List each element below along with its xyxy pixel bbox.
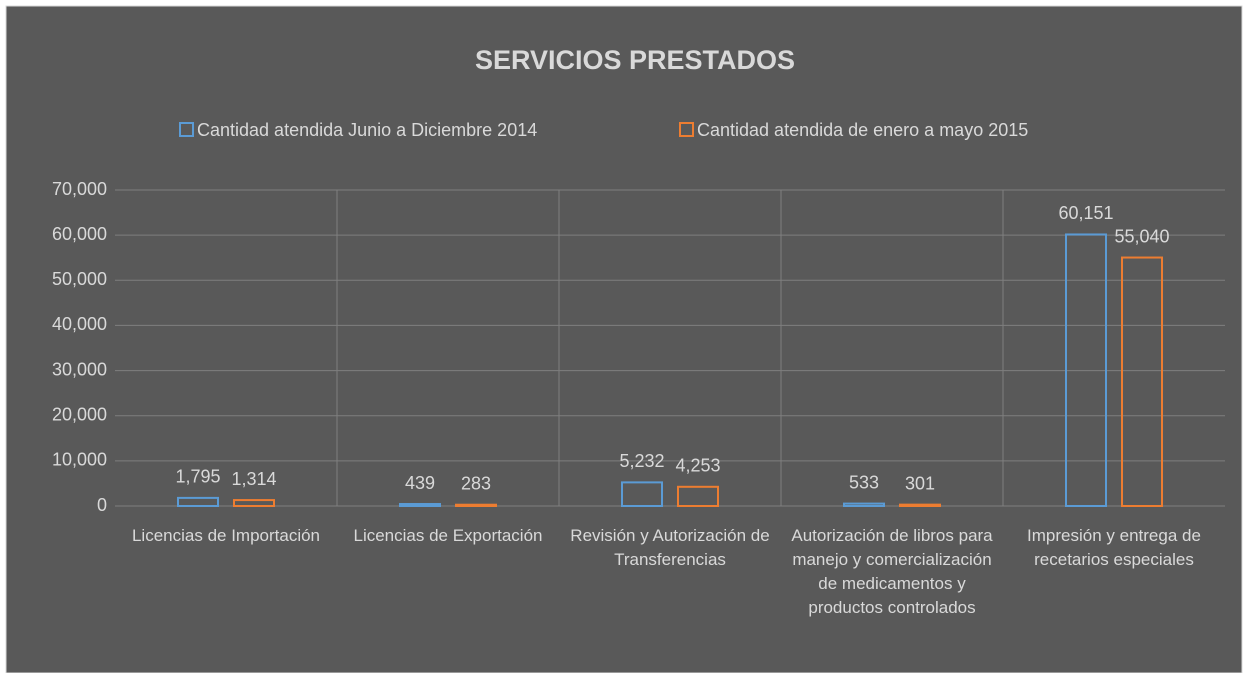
bar [621,481,663,507]
bar [233,499,275,508]
y-tick-label: 70,000 [52,179,107,199]
x-tick-label: Licencias de Importación [131,526,321,545]
chart-title: SERVICIOS PRESTADOS [475,45,795,75]
data-label: 301 [905,473,935,493]
data-label: 55,040 [1114,226,1169,246]
data-label: 533 [849,472,879,492]
chart-background [5,5,1243,673]
bar [177,496,219,507]
legend-label: Cantidad atendida Junio a Diciembre 2014 [197,120,537,140]
bar [843,502,885,507]
y-tick-label: 30,000 [52,359,107,379]
bar [455,503,497,507]
legend-label: Cantidad atendida de enero a mayo 2015 [697,120,1028,140]
bar [1121,256,1163,507]
x-tick-label: Licencias de Exportación [353,526,543,545]
bar [399,503,441,507]
x-tick-label: Autorización de libros para manejo y com… [791,526,993,617]
x-tick-label: Impresión y entrega de recetarios especi… [1027,526,1201,569]
legend-marker [679,122,694,137]
data-label: 5,232 [619,451,664,471]
bar [1065,233,1107,507]
bar [677,485,719,508]
data-label: 4,253 [675,456,720,476]
y-tick-label: 10,000 [52,450,107,470]
y-tick-label: 60,000 [52,224,107,244]
y-tick-label: 50,000 [52,269,107,289]
data-label: 1,314 [231,469,276,489]
legend-marker [179,122,194,137]
data-label: 60,151 [1058,203,1113,223]
data-label: 283 [461,473,491,493]
y-tick-label: 0 [97,495,107,515]
data-label: 439 [405,473,435,493]
bar [899,503,941,508]
y-tick-label: 20,000 [52,404,107,424]
data-label: 1,795 [175,467,220,487]
y-tick-label: 40,000 [52,314,107,334]
x-tick-label: Revisión y Autorización de Transferencia… [570,526,770,569]
